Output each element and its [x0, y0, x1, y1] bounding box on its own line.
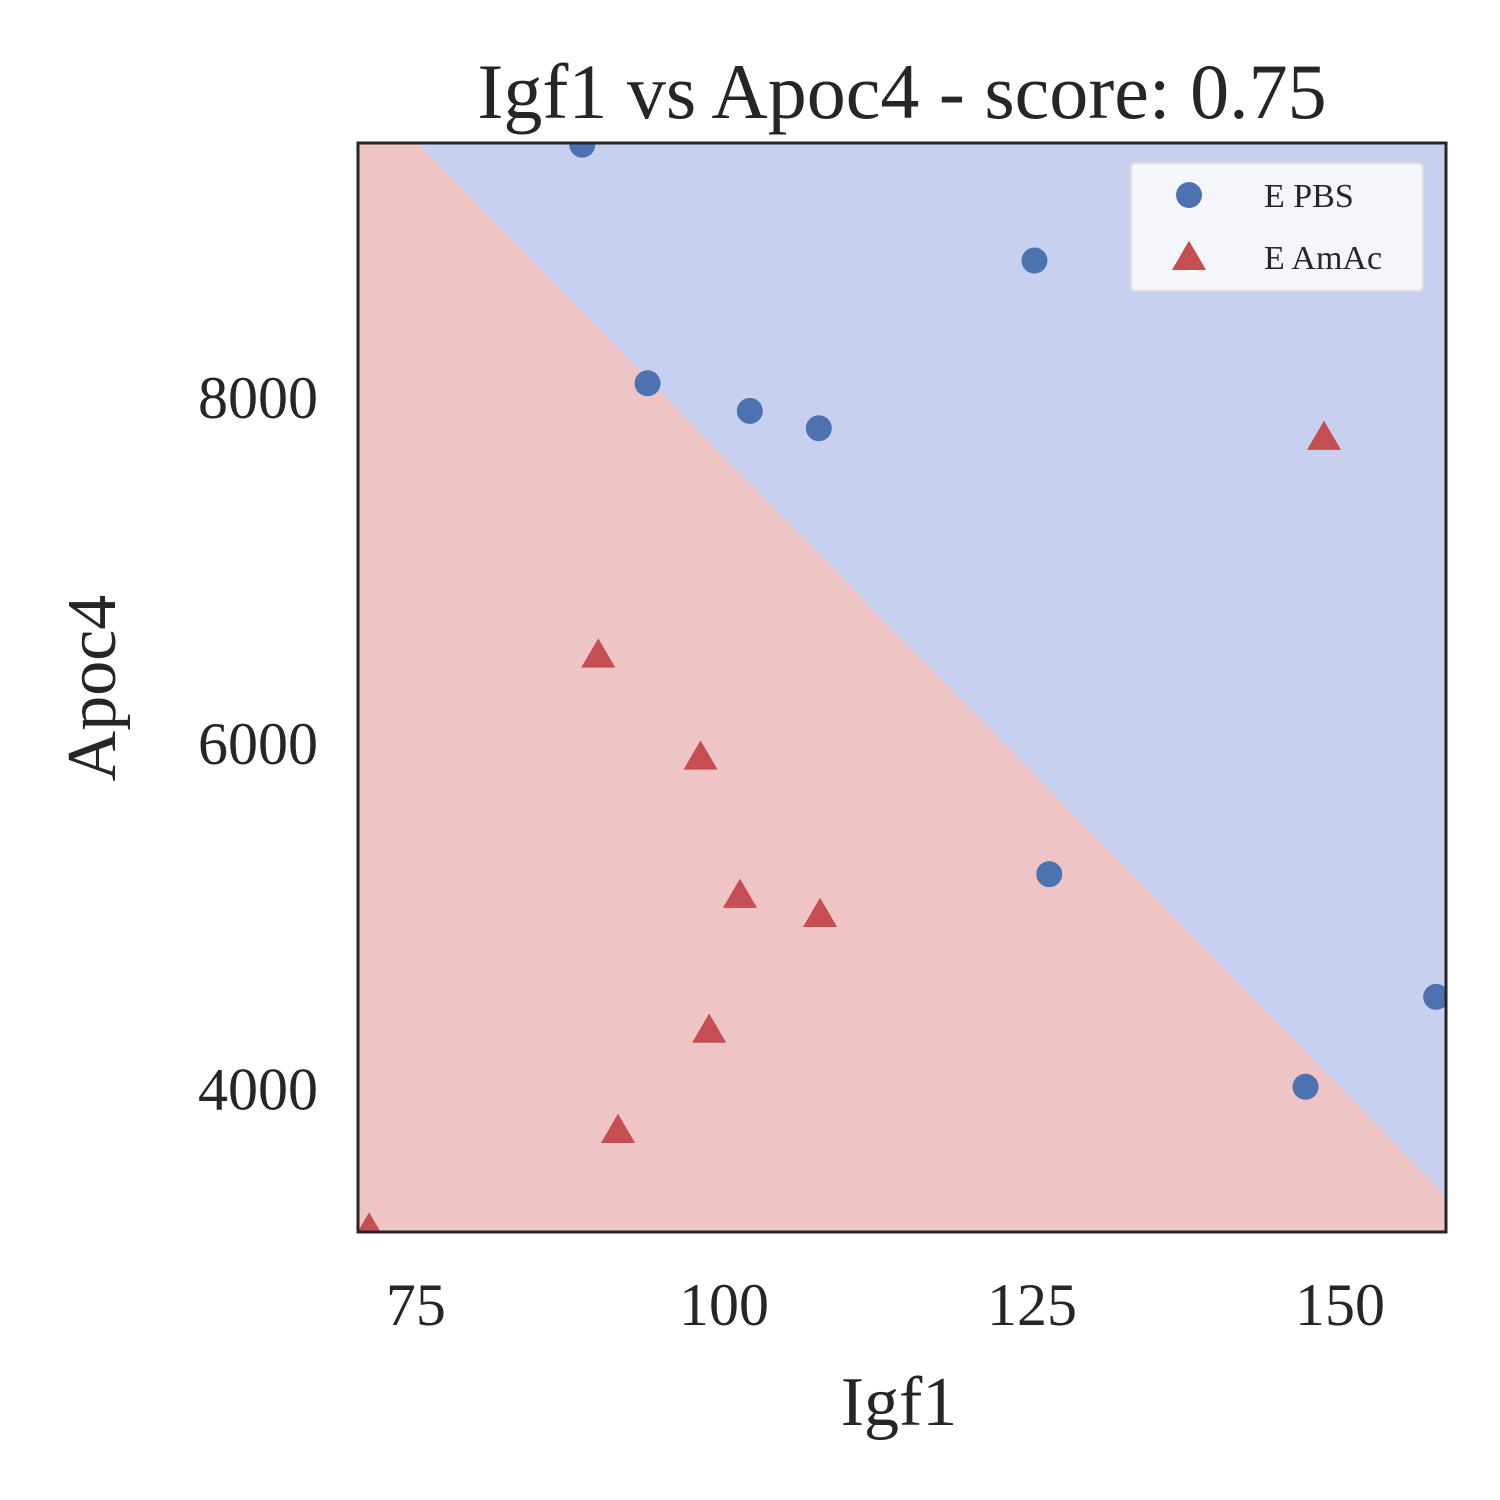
x-tick-label: 125 — [987, 1272, 1077, 1338]
plot-area — [358, 143, 1446, 1232]
data-point-e-pbs — [736, 397, 763, 424]
data-point-e-pbs — [1292, 1073, 1319, 1100]
data-point-e-amac — [358, 1212, 381, 1232]
y-tick-label: 8000 — [198, 365, 318, 431]
plot-frame — [356, 141, 1448, 1234]
y-axis-label: Apoc4 — [54, 595, 131, 782]
chart-title: Igf1 vs Apoc4 - score: 0.75 — [477, 48, 1326, 135]
data-point-e-pbs — [634, 370, 661, 397]
x-ticks: 75 100 125 150 — [386, 1272, 1385, 1338]
data-point-e-amac — [1306, 420, 1342, 450]
x-tick-label: 100 — [679, 1272, 769, 1338]
legend-marker-e-amac — [1171, 240, 1207, 270]
data-point-e-pbs — [805, 415, 832, 442]
data-point-e-amac — [692, 1013, 727, 1043]
legend-marker-e-pbs — [1176, 182, 1202, 208]
legend-label-e-amac: E AmAc — [1264, 240, 1382, 277]
y-ticks: 4000 6000 8000 — [198, 365, 318, 1122]
data-point-e-amac — [683, 740, 718, 770]
legend: E PBS E AmAc — [1130, 162, 1424, 292]
data-point-e-pbs — [1036, 861, 1063, 888]
y-tick-label: 6000 — [198, 711, 318, 777]
data-point-e-amac — [600, 1113, 636, 1144]
data-point-e-pbs — [569, 143, 596, 158]
x-axis-label: Igf1 — [841, 1364, 958, 1441]
y-tick-label: 4000 — [198, 1057, 318, 1123]
legend-box — [1130, 162, 1424, 292]
region-e-amac — [358, 143, 1446, 1232]
data-point-e-amac — [802, 897, 838, 927]
x-tick-label: 150 — [1295, 1272, 1385, 1338]
data-point-e-amac — [722, 878, 758, 908]
legend-label-e-pbs: E PBS — [1264, 178, 1354, 215]
data-point-e-pbs — [1423, 983, 1446, 1010]
data-point-e-pbs — [1021, 247, 1048, 274]
x-tick-label: 75 — [386, 1272, 446, 1338]
legend-items: E PBS E AmAc — [1171, 178, 1382, 277]
data-point-e-amac — [581, 638, 616, 668]
markers — [358, 143, 1446, 1232]
